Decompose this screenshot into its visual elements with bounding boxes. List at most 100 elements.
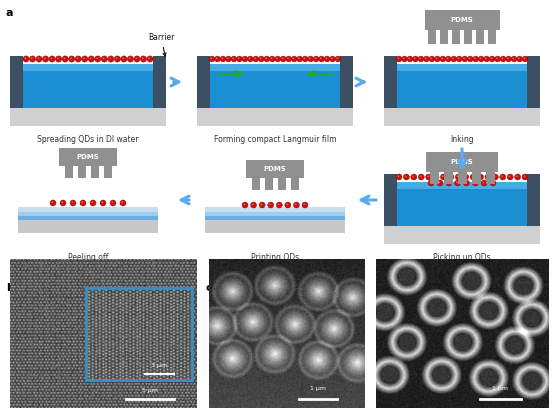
Circle shape [500, 56, 506, 62]
Bar [10, 56, 23, 108]
Circle shape [51, 58, 52, 59]
Bar [90, 166, 99, 178]
Circle shape [452, 58, 454, 59]
Circle shape [524, 58, 525, 59]
Text: b: b [6, 283, 14, 293]
Bar [384, 56, 397, 108]
Circle shape [297, 56, 302, 62]
Circle shape [486, 176, 488, 177]
Circle shape [291, 56, 297, 62]
Circle shape [129, 58, 130, 59]
Circle shape [473, 56, 478, 62]
Circle shape [91, 201, 93, 203]
Text: Picking up QDs: Picking up QDs [433, 253, 491, 262]
Circle shape [455, 180, 461, 186]
Text: Spreading QDs in DI water: Spreading QDs in DI water [37, 135, 139, 144]
Circle shape [517, 56, 522, 62]
Circle shape [260, 58, 261, 59]
Circle shape [116, 58, 118, 59]
Bar [18, 207, 158, 212]
Circle shape [463, 180, 470, 186]
Text: PDMS: PDMS [451, 17, 473, 23]
Circle shape [474, 58, 476, 59]
Circle shape [269, 204, 271, 205]
Bar [397, 182, 527, 226]
Circle shape [436, 58, 437, 59]
Circle shape [448, 174, 454, 180]
Bar [471, 172, 481, 184]
Bar [65, 166, 72, 178]
Circle shape [149, 58, 150, 59]
Circle shape [60, 200, 66, 206]
Bar [424, 10, 500, 30]
Circle shape [408, 58, 410, 59]
Circle shape [302, 202, 308, 208]
Circle shape [90, 200, 96, 206]
Circle shape [275, 56, 281, 62]
Circle shape [396, 174, 402, 180]
Circle shape [249, 58, 251, 59]
Bar [18, 211, 158, 216]
Circle shape [403, 174, 409, 180]
Circle shape [211, 58, 212, 59]
Circle shape [449, 176, 451, 177]
Bar [23, 64, 153, 108]
Circle shape [331, 58, 333, 59]
Circle shape [447, 58, 448, 59]
Circle shape [62, 56, 69, 62]
Circle shape [429, 56, 435, 62]
Circle shape [232, 58, 234, 59]
Circle shape [286, 204, 288, 205]
Circle shape [135, 58, 137, 59]
Circle shape [414, 58, 416, 59]
Circle shape [456, 56, 462, 62]
Circle shape [276, 202, 282, 208]
Circle shape [70, 58, 72, 59]
Circle shape [470, 174, 476, 180]
Bar [23, 64, 153, 71]
Circle shape [128, 56, 134, 62]
Circle shape [507, 58, 509, 59]
Circle shape [147, 56, 153, 62]
Circle shape [426, 174, 432, 180]
Circle shape [101, 201, 103, 203]
Circle shape [403, 58, 404, 59]
Circle shape [396, 56, 402, 62]
Circle shape [82, 56, 88, 62]
Text: Printing QDs: Printing QDs [251, 253, 299, 262]
Circle shape [315, 58, 316, 59]
Circle shape [478, 56, 484, 62]
Circle shape [330, 56, 335, 62]
Circle shape [108, 56, 114, 62]
Circle shape [270, 56, 275, 62]
Circle shape [37, 58, 39, 59]
Circle shape [418, 174, 424, 180]
Circle shape [294, 202, 300, 208]
Circle shape [458, 58, 460, 59]
Circle shape [282, 58, 284, 59]
Circle shape [23, 56, 29, 62]
Bar [426, 152, 498, 172]
Circle shape [477, 174, 483, 180]
Circle shape [398, 176, 399, 177]
Circle shape [49, 56, 55, 62]
Bar [18, 215, 158, 220]
Bar [59, 148, 117, 166]
Bar [384, 104, 540, 126]
Circle shape [302, 56, 308, 62]
Circle shape [278, 204, 280, 205]
Circle shape [446, 56, 451, 62]
Bar [77, 166, 86, 178]
Text: 3 μm: 3 μm [152, 363, 168, 368]
Circle shape [433, 174, 439, 180]
Circle shape [429, 181, 431, 183]
Circle shape [420, 176, 421, 177]
Text: Forming compact Langmuir film: Forming compact Langmuir film [214, 135, 336, 144]
Bar [205, 219, 345, 233]
Circle shape [481, 180, 487, 186]
Circle shape [434, 56, 440, 62]
Circle shape [434, 176, 436, 177]
Circle shape [474, 181, 475, 183]
Bar [18, 219, 158, 233]
Circle shape [428, 180, 434, 186]
